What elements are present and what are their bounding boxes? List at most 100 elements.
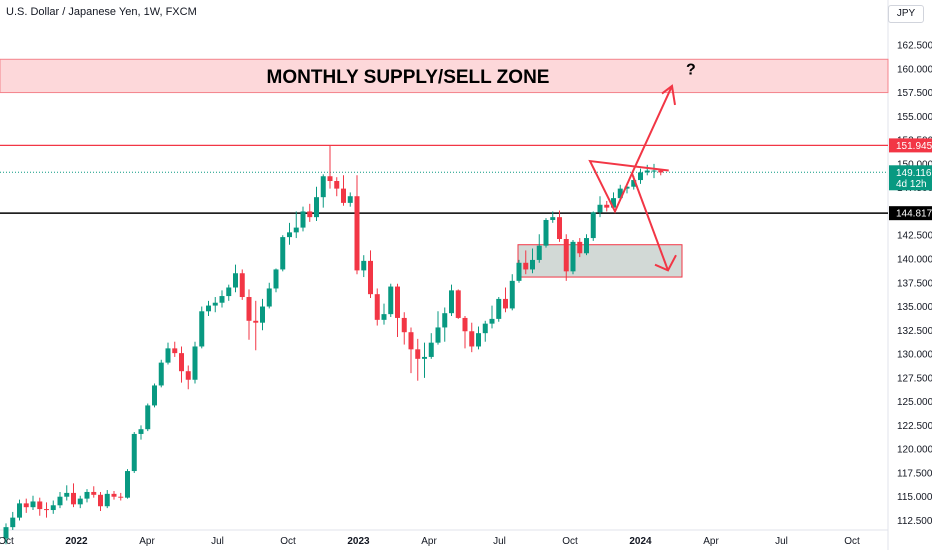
candle-body xyxy=(435,327,441,343)
y-tick-label: 140.000 xyxy=(897,254,932,265)
candle-body xyxy=(388,286,394,315)
x-tick-label: Oct xyxy=(844,536,860,547)
candle-body xyxy=(152,385,157,406)
candle-body xyxy=(631,180,637,187)
x-tick-label: Jul xyxy=(775,536,788,547)
candle-body xyxy=(77,498,83,505)
currency-button[interactable]: JPY xyxy=(888,5,924,23)
x-tick-label: Jul xyxy=(211,536,224,547)
candle-body xyxy=(64,492,70,497)
y-tick-label: 132.500 xyxy=(897,326,932,337)
candle-body xyxy=(577,241,583,254)
candle-body xyxy=(489,318,495,324)
candle-body xyxy=(590,212,596,239)
y-tick-label: 142.500 xyxy=(897,231,932,242)
candle-body xyxy=(543,219,549,246)
x-tick-label: Oct xyxy=(0,536,14,547)
y-tick-label: 155.000 xyxy=(897,112,932,123)
candle-body xyxy=(314,197,319,218)
candle-body xyxy=(37,501,43,510)
candle-body xyxy=(327,176,333,182)
projection-path-down xyxy=(631,173,669,271)
x-tick-label: Oct xyxy=(562,536,578,547)
candle-body xyxy=(563,239,569,272)
demand-box xyxy=(517,244,683,278)
candle-body xyxy=(57,496,63,506)
candle-body xyxy=(415,349,421,359)
candle-body xyxy=(368,260,373,295)
price-label-support: 144.817 xyxy=(896,209,932,220)
y-tick-label: 115.000 xyxy=(897,492,932,503)
candle-body xyxy=(44,509,49,511)
y-tick-label: 120.000 xyxy=(897,445,932,456)
candle-body xyxy=(111,493,117,497)
candle-body xyxy=(23,503,29,508)
arrow-head-down xyxy=(654,254,677,272)
candle-body xyxy=(455,290,461,318)
candle-body xyxy=(476,333,481,347)
y-tick-label: 162.500 xyxy=(897,41,932,52)
y-tick-label: 127.500 xyxy=(897,373,932,384)
candle-body xyxy=(597,204,603,213)
candle-body xyxy=(361,260,367,271)
x-tick-label: Oct xyxy=(280,536,296,547)
candle-body xyxy=(449,290,454,314)
candle-body xyxy=(422,356,427,359)
y-tick-label: 130.000 xyxy=(897,350,932,361)
candle-body xyxy=(30,501,36,508)
candle-body xyxy=(239,273,245,298)
current-price-label-bg xyxy=(889,165,932,191)
candle-body xyxy=(179,353,184,372)
candle-body xyxy=(273,269,279,289)
candle-body xyxy=(104,493,110,507)
candle-body xyxy=(219,296,225,303)
candle-body xyxy=(293,227,299,233)
candle-body xyxy=(125,471,130,498)
x-tick-label: Apr xyxy=(139,536,155,547)
candle-body xyxy=(131,433,137,472)
y-tick-label: 125.000 xyxy=(897,397,932,408)
y-tick-label: 117.500 xyxy=(897,468,932,479)
y-tick-label: 135.000 xyxy=(897,302,932,313)
price-label-resistance: 151.945 xyxy=(896,141,932,152)
candle-body xyxy=(287,232,292,238)
candle-body xyxy=(91,491,97,495)
candle-body xyxy=(185,371,191,380)
y-tick-label: 160.000 xyxy=(897,64,932,75)
candle-body xyxy=(347,196,353,203)
candle-body xyxy=(138,429,144,434)
candle-body xyxy=(509,280,515,309)
candle-body xyxy=(482,323,488,334)
supply-zone xyxy=(0,58,889,94)
candle-body xyxy=(469,331,475,347)
candle-body xyxy=(570,241,576,272)
candle-body xyxy=(341,188,346,203)
candle-body xyxy=(233,273,238,288)
candle-body xyxy=(3,527,9,539)
candle-body xyxy=(651,170,657,172)
x-tick-label: Apr xyxy=(703,536,719,547)
candle-body xyxy=(300,211,306,228)
candle-body xyxy=(462,317,468,332)
price-label-bg-resistance xyxy=(889,138,932,153)
candle-body xyxy=(172,348,178,354)
candle-body xyxy=(516,262,522,281)
candle-body xyxy=(334,181,340,189)
candle-body xyxy=(530,259,535,270)
candle-body xyxy=(401,317,407,333)
candle-body xyxy=(503,298,508,309)
candle-body xyxy=(408,332,414,350)
candle-body xyxy=(584,238,589,254)
candle-body xyxy=(320,176,326,198)
arrow-head-up xyxy=(661,84,676,106)
candle-body xyxy=(354,196,360,271)
candle-body xyxy=(658,170,664,173)
candle-body xyxy=(374,294,380,320)
y-tick-label: 137.500 xyxy=(897,278,932,289)
candle-body xyxy=(624,186,630,189)
x-tick-label: Jul xyxy=(493,536,506,547)
y-tick-label: 122.500 xyxy=(897,421,932,432)
candle-body xyxy=(266,288,272,307)
price-label-bg-support xyxy=(889,206,932,221)
